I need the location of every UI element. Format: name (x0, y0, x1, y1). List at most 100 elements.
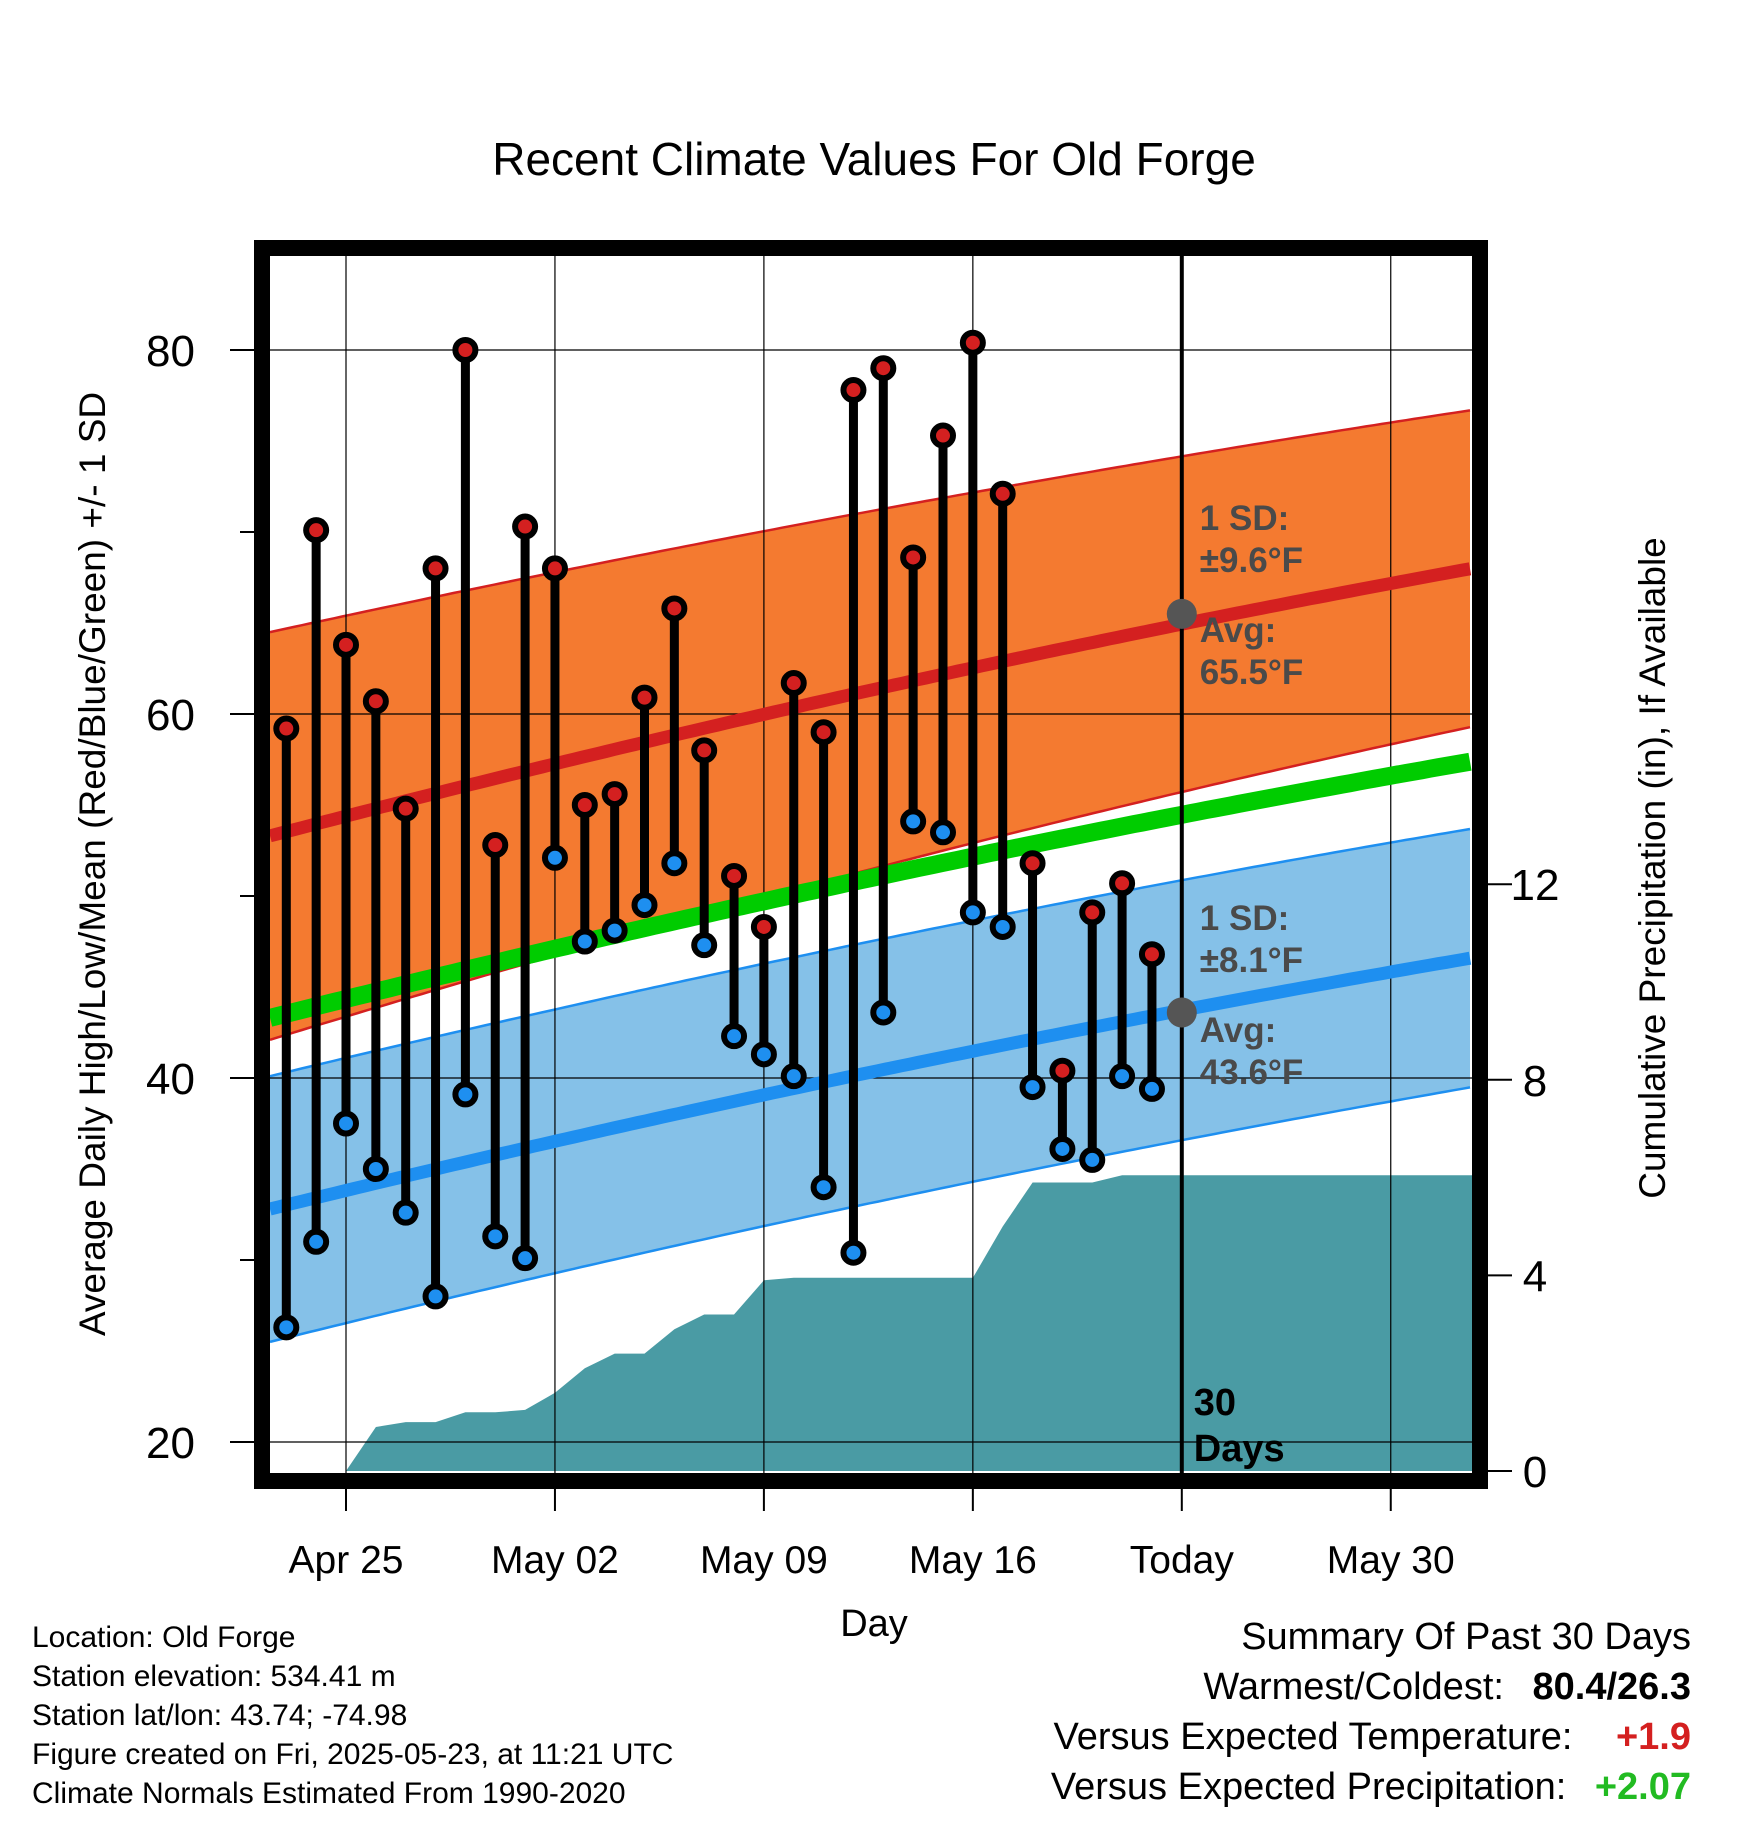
high-point (452, 337, 479, 363)
low-point (1019, 1074, 1046, 1101)
high-point (362, 688, 389, 715)
low-normal-line (268, 951, 1472, 1216)
low-avg-annotation: Avg: (1200, 1011, 1276, 1050)
y2-axis-label: Cumulative Precipitation (in), If Availa… (1632, 537, 1673, 1199)
chart-title: Recent Climate Values For Old Forge (492, 133, 1256, 185)
y-tick-label: 40 (146, 1055, 195, 1104)
high-point (661, 595, 688, 622)
low-point (303, 1228, 330, 1255)
high-point (333, 631, 359, 658)
precip-departure-label: Versus Expected Precipitation: (1050, 1766, 1567, 1808)
low-point (661, 850, 688, 877)
high-point (303, 517, 330, 544)
high-point (810, 719, 837, 746)
high-avg-annotation: 65.5°F (1200, 653, 1304, 692)
normal-lines (267, 256, 1472, 1473)
x-tick-label: May 09 (700, 1539, 828, 1582)
low-point (750, 1041, 777, 1068)
high-point (512, 513, 539, 540)
low-point (721, 1023, 748, 1050)
high-sd-band (270, 410, 1470, 1040)
high-sd-annotation: ±9.6°F (1200, 541, 1303, 580)
low-point (870, 999, 897, 1026)
low-point (1049, 1135, 1076, 1162)
low-avg-marker (1166, 997, 1197, 1028)
days-label: 30 (1194, 1382, 1236, 1424)
y-axis-label: Average Daily High/Low/Mean (Red/Blue/Gr… (72, 392, 113, 1336)
x-tick-label: Today (1130, 1539, 1235, 1582)
days-label: Days (1194, 1428, 1285, 1470)
warmest-coldest-label: Warmest/Coldest: (1203, 1666, 1504, 1708)
y2-tick-label: 0 (1523, 1448, 1547, 1497)
low-point (541, 844, 568, 871)
low-point (1109, 1063, 1136, 1090)
low-point (512, 1245, 539, 1272)
x-tick-label: May 16 (909, 1539, 1037, 1582)
station-info: Location: Old Forge Station elevation: 5… (32, 1618, 673, 1813)
high-point (631, 684, 658, 711)
high-sd-edge (269, 409, 1471, 634)
x-tick-label: Apr 25 (289, 1539, 404, 1582)
low-sd-annotation: 1 SD: (1200, 899, 1289, 938)
low-point (1138, 1075, 1165, 1102)
high-normal-line (268, 562, 1472, 843)
high-point (1019, 850, 1046, 877)
high-point (273, 715, 300, 742)
temp-departure-label: Versus Expected Temperature: (1053, 1716, 1573, 1758)
low-point (452, 1081, 479, 1108)
y2-tick-label: 4 (1523, 1252, 1547, 1301)
high-point (1138, 941, 1165, 968)
high-point (721, 862, 748, 889)
x-tick-label: May 30 (1327, 1539, 1455, 1582)
low-point (930, 819, 956, 846)
normals-text: Climate Normals Estimated From 1990-2020 (32, 1777, 626, 1810)
low-sd-band (270, 829, 1470, 1342)
low-avg-annotation: 43.6°F (1200, 1053, 1304, 1092)
y2-tick-label: 8 (1523, 1057, 1547, 1106)
x-tick-label: May 02 (491, 1539, 619, 1582)
low-point (362, 1156, 389, 1182)
high-point (750, 913, 777, 940)
daily-bars (273, 329, 1165, 1341)
low-point (810, 1174, 837, 1201)
high-point (959, 329, 986, 356)
high-point (571, 792, 598, 818)
precip-departure-value: +2.07 (1594, 1766, 1691, 1808)
high-point (601, 781, 628, 808)
low-sd-annotation: ±8.1°F (1200, 941, 1303, 980)
low-point (631, 892, 658, 919)
temp-departure-value: +1.9 (1615, 1716, 1691, 1758)
low-point (959, 899, 986, 926)
high-sd-annotation: 1 SD: (1200, 499, 1289, 538)
low-sd-edge (269, 827, 1471, 1078)
low-point (392, 1199, 419, 1226)
low-point (780, 1063, 807, 1090)
x-axis-label: Day (840, 1603, 908, 1645)
warmest-coldest-value: 80.4/26.3 (1532, 1666, 1691, 1708)
high-point (1109, 870, 1136, 897)
created-text: Figure created on Fri, 2025-05-23, at 11… (32, 1738, 674, 1771)
low-point (989, 913, 1016, 940)
y-tick-label: 20 (146, 1419, 195, 1468)
high-point (989, 480, 1016, 507)
high-avg-marker (1166, 598, 1197, 629)
plot-frame (254, 240, 1488, 1489)
high-point (900, 544, 927, 571)
latlon-text: Station lat/lon: 43.74; -74.98 (32, 1699, 408, 1732)
high-point (541, 555, 568, 582)
low-sd-edge (269, 1086, 1471, 1344)
axes: 20 40 60 80 0 4 8 12 Apr 25 May 02 May 09 May 16 Tod… (146, 327, 1559, 1582)
precip-area-shape (270, 1175, 1472, 1471)
high-avg-annotation: Avg: (1200, 611, 1276, 650)
high-point (1049, 1057, 1076, 1084)
normal-bands (269, 409, 1471, 1344)
high-point (930, 422, 956, 449)
high-point (870, 355, 897, 382)
location-text: Location: Old Forge (32, 1621, 296, 1654)
low-point (571, 928, 598, 955)
y-tick-label: 80 (146, 327, 195, 376)
low-point (422, 1283, 449, 1310)
high-point (422, 555, 449, 582)
low-point (273, 1314, 300, 1341)
